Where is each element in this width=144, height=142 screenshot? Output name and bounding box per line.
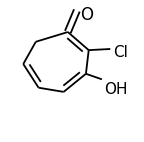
Text: OH: OH <box>104 82 128 97</box>
Text: Cl: Cl <box>113 45 128 60</box>
Text: O: O <box>80 6 93 24</box>
